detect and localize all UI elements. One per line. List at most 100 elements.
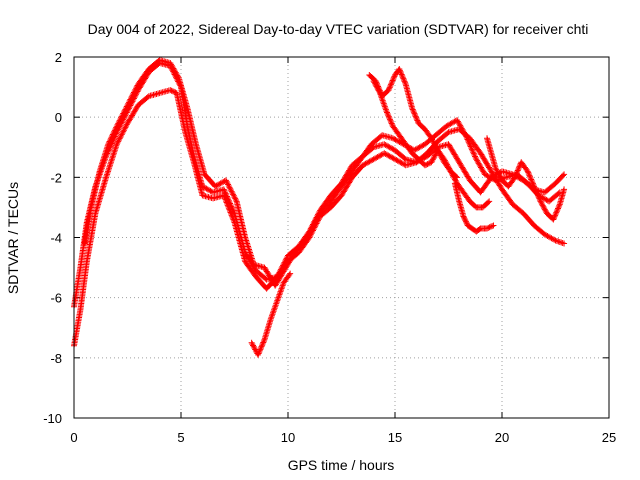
data-point xyxy=(535,192,542,199)
data-point xyxy=(424,161,431,168)
data-point xyxy=(227,187,234,194)
data-point xyxy=(464,136,471,143)
data-point xyxy=(542,207,549,214)
data-point xyxy=(461,214,468,221)
data-point xyxy=(550,216,557,223)
data-point xyxy=(555,238,562,245)
data-point xyxy=(399,74,406,81)
data-point xyxy=(409,105,416,112)
data-point xyxy=(120,127,127,134)
data-point xyxy=(398,71,405,78)
data-point xyxy=(413,116,420,123)
data-point xyxy=(312,217,319,224)
data-point xyxy=(120,128,127,135)
data-point xyxy=(513,171,520,178)
data-point xyxy=(460,213,467,220)
data-point xyxy=(551,213,558,220)
data-point xyxy=(227,209,234,216)
data-point xyxy=(471,152,478,159)
data-point xyxy=(255,350,262,357)
data-point xyxy=(409,106,416,113)
data-point xyxy=(376,88,383,95)
data-point xyxy=(114,121,121,128)
data-point xyxy=(232,195,239,202)
data-point xyxy=(444,161,451,168)
data-point xyxy=(514,168,521,175)
data-point xyxy=(390,74,397,81)
data-point xyxy=(370,78,377,85)
data-point xyxy=(553,208,560,215)
data-point xyxy=(224,180,231,187)
data-point xyxy=(429,137,436,144)
data-point xyxy=(125,100,132,107)
data-point xyxy=(430,139,437,146)
data-point xyxy=(226,184,233,191)
data-point xyxy=(534,190,541,197)
data-point xyxy=(421,162,428,169)
data-point xyxy=(167,87,174,94)
x-axis-label: GPS time / hours xyxy=(288,457,395,473)
data-point xyxy=(511,174,518,181)
data-point xyxy=(130,90,137,97)
data-point xyxy=(514,167,521,174)
data-point xyxy=(496,173,503,180)
data-point xyxy=(168,87,175,94)
data-point xyxy=(113,141,120,148)
data-point xyxy=(115,120,122,127)
data-point xyxy=(401,78,408,85)
data-point xyxy=(528,177,535,184)
data-point xyxy=(286,271,293,278)
x-tick-label: 25 xyxy=(602,430,616,445)
data-point xyxy=(495,170,502,177)
data-point xyxy=(552,212,559,219)
data-point xyxy=(485,199,492,206)
data-point xyxy=(535,194,542,201)
data-point xyxy=(429,156,436,163)
data-point xyxy=(229,189,236,196)
data-point xyxy=(559,172,566,179)
data-point xyxy=(467,143,474,150)
data-point xyxy=(230,216,237,223)
data-point xyxy=(451,175,458,182)
data-point xyxy=(105,139,112,146)
data-point xyxy=(230,191,237,198)
data-point xyxy=(431,153,438,160)
data-point xyxy=(116,117,123,124)
data-point xyxy=(375,87,382,94)
data-point xyxy=(385,87,392,94)
data-point xyxy=(386,85,393,92)
data-point xyxy=(411,110,418,117)
data-point xyxy=(470,150,477,157)
data-point xyxy=(225,205,232,212)
data-point xyxy=(118,132,125,139)
data-point xyxy=(396,67,403,74)
data-point xyxy=(515,164,522,171)
data-point xyxy=(112,125,119,132)
data-point xyxy=(441,156,448,163)
y-tick-label: -4 xyxy=(50,231,62,246)
data-point xyxy=(385,112,392,119)
data-point xyxy=(428,159,435,166)
data-point xyxy=(469,147,476,154)
data-point xyxy=(309,224,316,231)
data-point xyxy=(228,212,235,219)
data-point xyxy=(524,168,531,175)
data-point xyxy=(527,173,534,180)
data-point xyxy=(128,95,135,102)
data-point xyxy=(304,234,311,241)
data-point xyxy=(130,89,137,96)
data-point xyxy=(396,66,403,73)
y-tick-label: -6 xyxy=(50,291,62,306)
data-point xyxy=(541,206,548,213)
data-point xyxy=(260,339,267,346)
data-point xyxy=(230,192,237,199)
data-point xyxy=(131,88,138,95)
y-tick-label: 0 xyxy=(55,110,62,125)
data-point xyxy=(530,181,537,188)
data-point xyxy=(485,224,492,231)
data-point xyxy=(386,116,393,123)
data-point xyxy=(388,119,395,126)
data-point xyxy=(306,230,313,237)
